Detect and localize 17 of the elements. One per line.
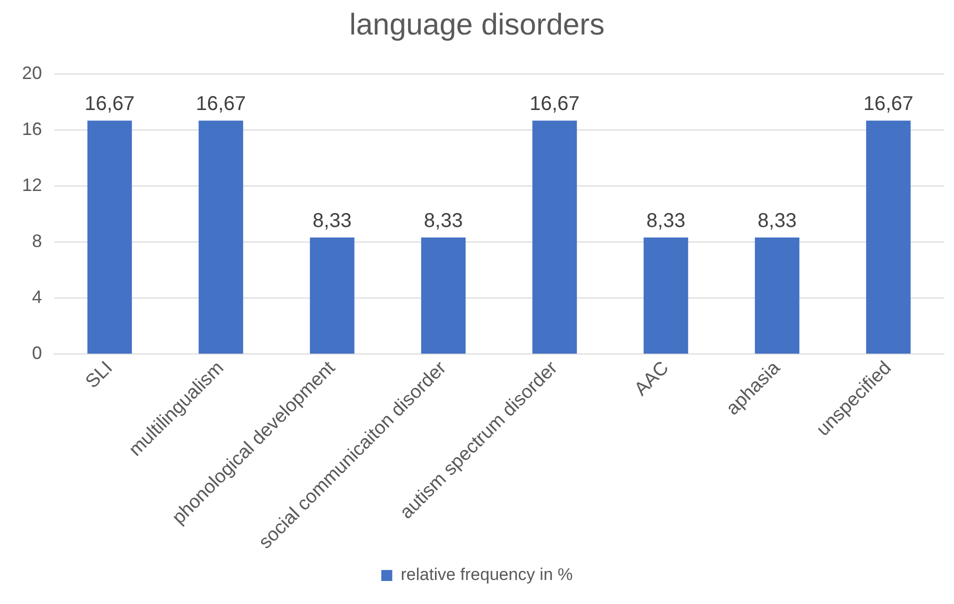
data-label: 8,33 [758,210,797,232]
chart-title: language disorders [349,8,605,42]
data-label: 16,67 [863,93,914,116]
y-tick-label: 16 [22,119,42,140]
data-label: 16,67 [530,93,580,116]
y-tick-label: 8 [32,231,42,252]
data-label: 16,67 [196,93,246,116]
y-tick-label: 0 [32,343,42,364]
x-tick-label: SLI [82,358,117,393]
data-label: 8,33 [424,210,463,232]
data-label: 8,33 [646,210,686,232]
data-label: 8,33 [312,210,352,232]
legend-label: relative frequency in % [400,565,573,584]
y-tick-label: 12 [22,175,42,196]
y-tick-label: 20 [22,62,42,83]
y-tick-label: 4 [32,287,42,308]
data-label: 16,67 [84,93,135,116]
